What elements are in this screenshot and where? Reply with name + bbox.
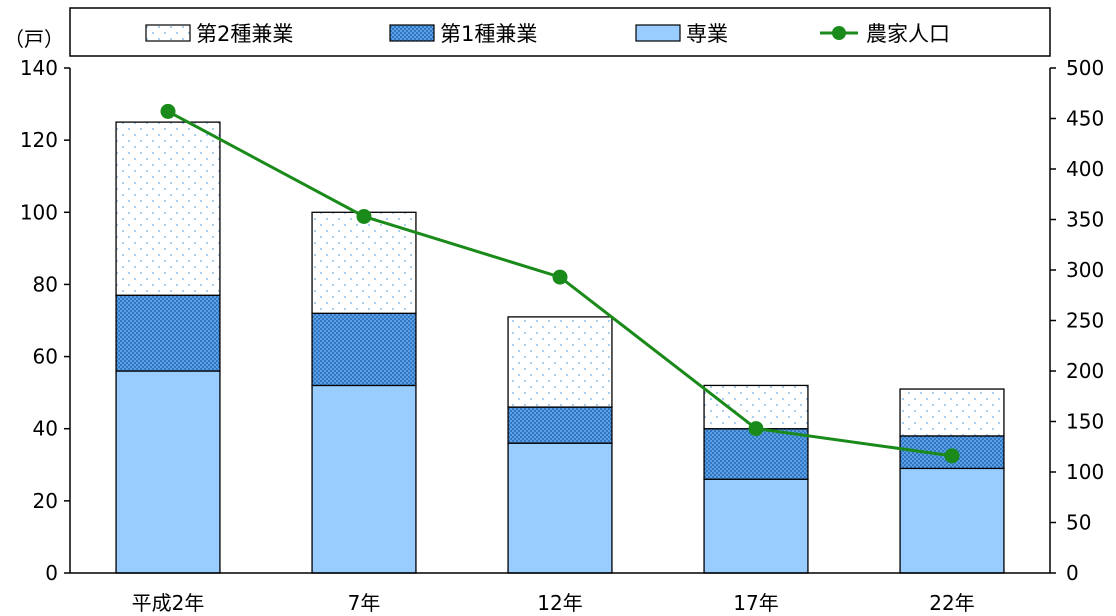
legend: 第2種兼業 第1種兼業 専業 農家人口 — [69, 7, 1051, 57]
population-point — [160, 103, 176, 119]
right-tick-label: 200 — [1066, 359, 1104, 383]
bar-segment — [115, 294, 221, 372]
legend-label: 農家人口 — [866, 22, 950, 46]
right-axis: 0 50 100 150 200 250 300 350 400 450 500 — [1049, 56, 1104, 585]
bar-segment — [507, 316, 613, 408]
right-tick-label: 450 — [1066, 107, 1104, 131]
line-series — [160, 103, 960, 464]
bar-segment — [899, 467, 1005, 574]
legend-swatch — [389, 24, 435, 42]
bar-segment — [311, 312, 417, 387]
population-point — [552, 269, 568, 285]
category-label: 平成2年 — [132, 591, 205, 615]
bar-segment — [899, 388, 1005, 437]
population-point — [748, 421, 764, 437]
category-label: 17年 — [733, 591, 778, 615]
category-label: 12年 — [537, 591, 582, 615]
legend-label: 第2種兼業 — [196, 22, 293, 46]
left-tick-label: 140 — [20, 56, 58, 80]
legend-label: 第1種兼業 — [440, 22, 537, 46]
legend-label: 専業 — [686, 22, 728, 46]
bar-segment — [507, 442, 613, 574]
left-tick-label: 80 — [33, 272, 58, 296]
right-tick-label: 100 — [1066, 460, 1104, 484]
right-tick-label: 50 — [1066, 511, 1091, 535]
bar-segment — [507, 406, 613, 444]
category-label: 7年 — [348, 591, 381, 615]
right-tick-label: 150 — [1066, 410, 1104, 434]
legend-box — [69, 7, 1051, 57]
right-tick-label: 400 — [1066, 157, 1104, 181]
bar-segment — [115, 121, 221, 296]
left-axis: 0 20 40 60 80 100 120 140 — [20, 56, 71, 585]
bar-segment — [311, 211, 417, 314]
right-tick-label: 250 — [1066, 309, 1104, 333]
bar-segment — [703, 478, 809, 574]
right-tick-label: 0 — [1066, 561, 1079, 585]
bar-segment — [703, 428, 809, 480]
right-tick-label: 500 — [1066, 56, 1104, 80]
left-tick-label: 60 — [33, 345, 58, 369]
bars — [115, 121, 1005, 574]
legend-swatch — [145, 24, 191, 42]
bar-segment — [115, 370, 221, 574]
population-point — [356, 208, 372, 224]
left-tick-label: 40 — [33, 417, 58, 441]
left-tick-label: 120 — [20, 128, 58, 152]
right-tick-label: 350 — [1066, 208, 1104, 232]
x-axis: 平成2年 7年 12年 17年 22年 — [70, 572, 1050, 615]
category-label: 22年 — [929, 591, 974, 615]
left-tick-label: 20 — [33, 489, 58, 513]
bar-segment — [311, 384, 417, 574]
left-tick-label: 100 — [20, 200, 58, 224]
left-tick-label: 0 — [45, 561, 58, 585]
population-point — [944, 448, 960, 464]
right-tick-label: 300 — [1066, 258, 1104, 282]
legend-marker — [832, 26, 846, 40]
legend-swatch — [635, 24, 681, 42]
y-axis-unit-label: （戸） — [4, 27, 64, 51]
